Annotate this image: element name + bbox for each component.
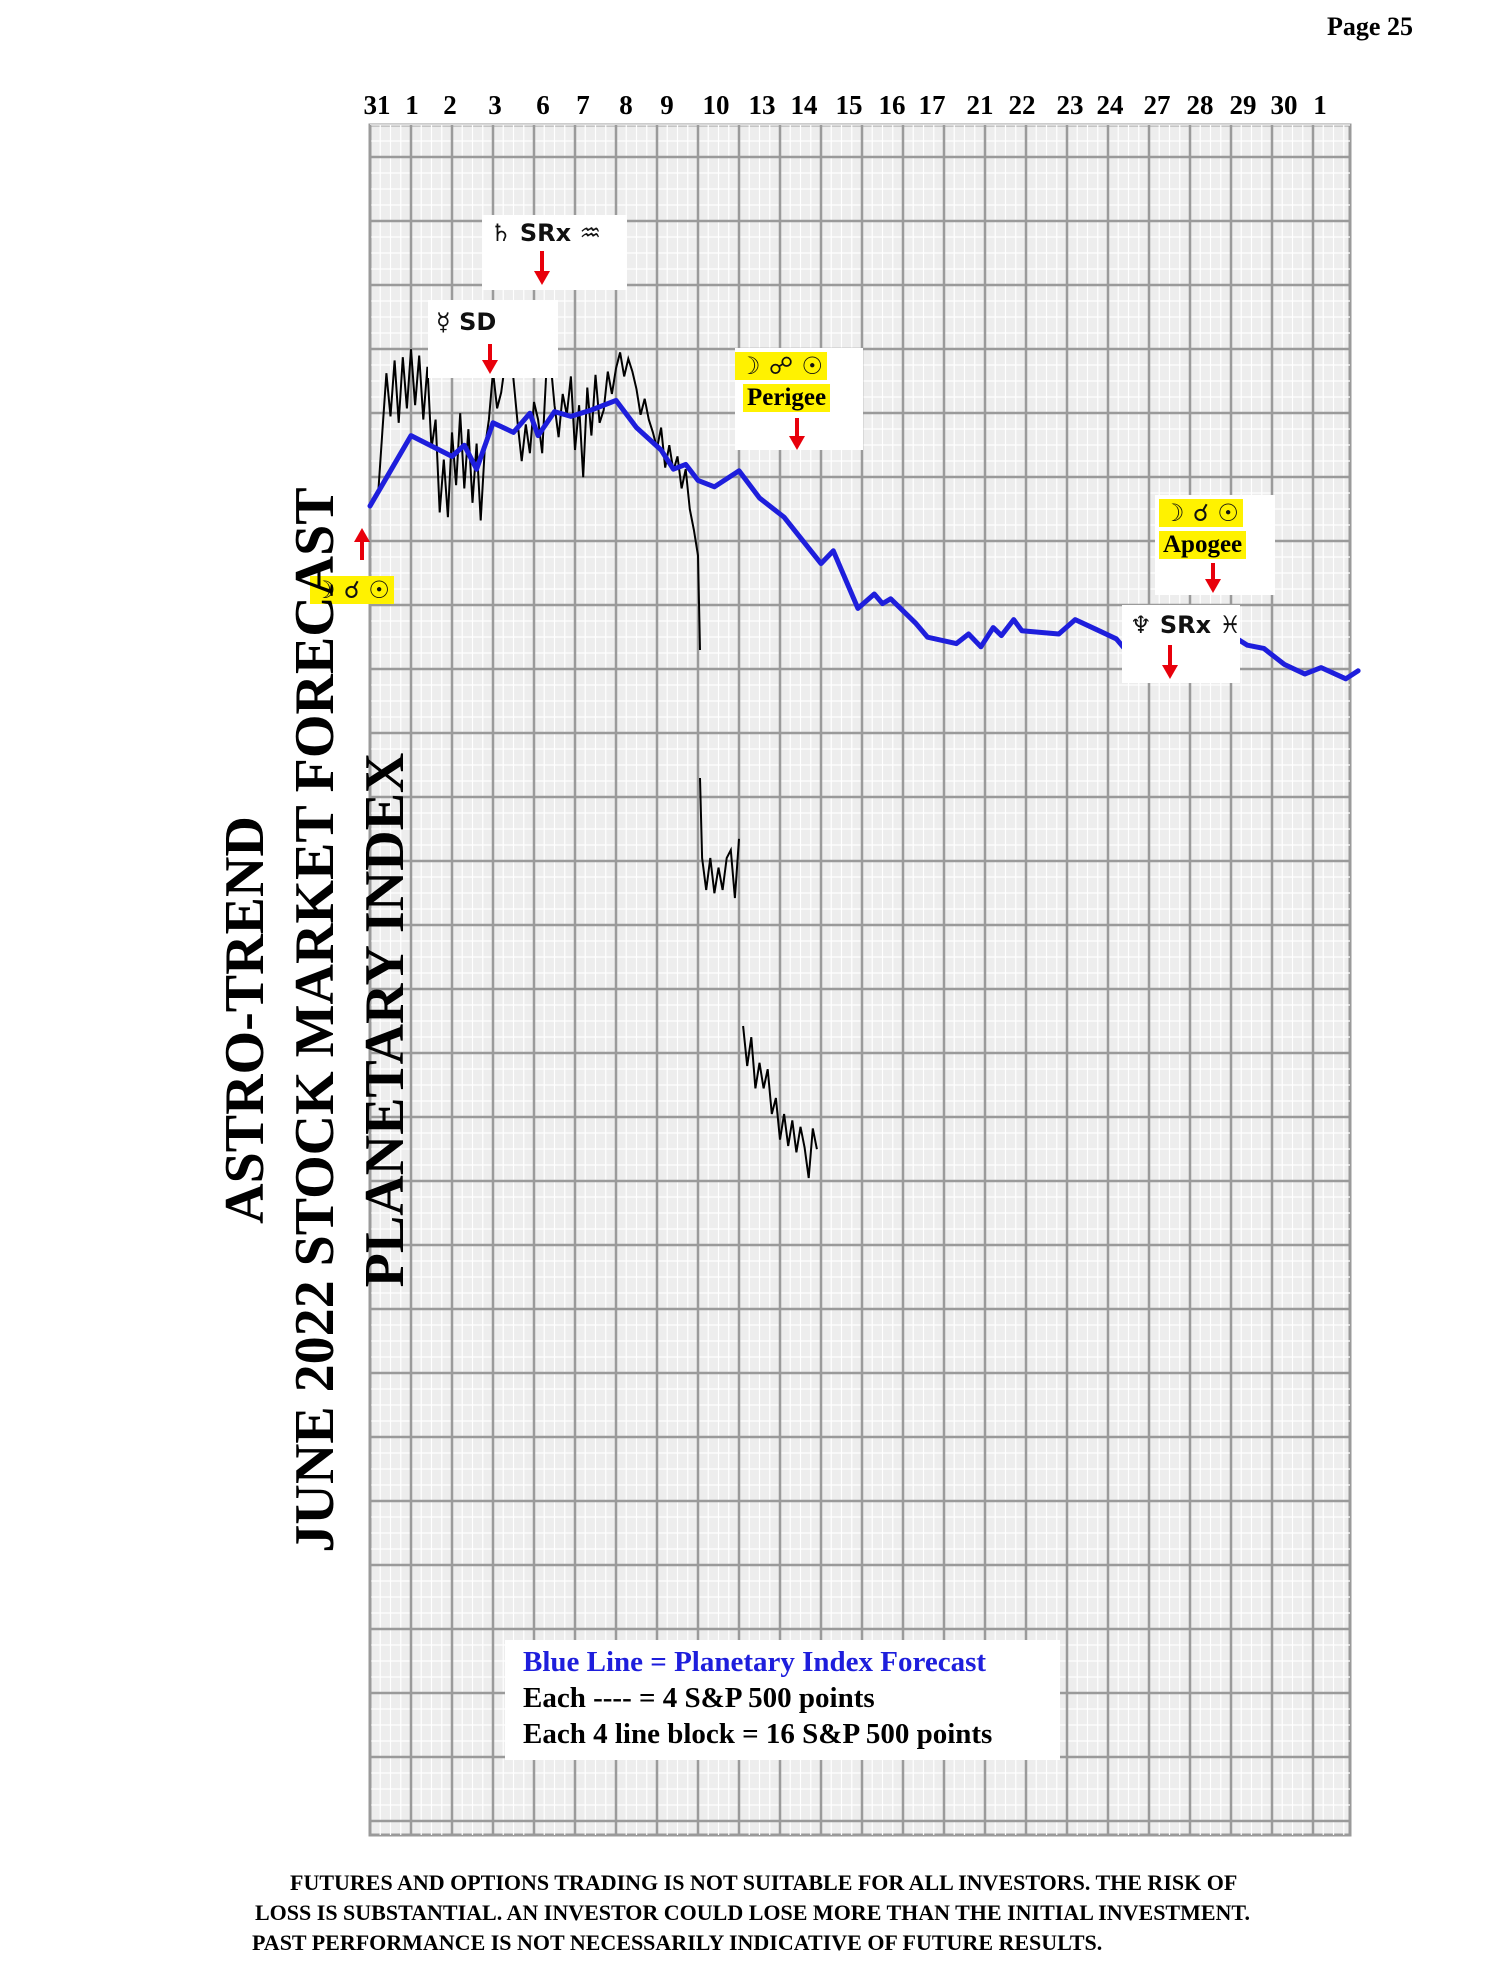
annotation-moon-conj-sun-apogee: ☽ ☌ ☉ Apogee [1155,495,1275,595]
x-tick-label: 24 [1097,90,1124,120]
x-tick-label: 30 [1271,90,1298,120]
disclaimer-line-2: LOSS IS SUBSTANTIAL. AN INVESTOR COULD L… [255,1900,1250,1925]
x-tick-label: 15 [836,90,863,120]
x-tick-label: 27 [1144,90,1171,120]
saturn-retrograde-symbols: ♄ SRx ♒ [490,219,601,247]
x-tick-label: 23 [1057,90,1084,120]
title-line-2: JUNE 2022 STOCK MARKET FORECAST [284,487,346,1553]
title-line-1: ASTRO-TREND [214,816,276,1224]
x-tick-label: 9 [660,90,674,120]
disclaimer-line-1: FUTURES AND OPTIONS TRADING IS NOT SUITA… [290,1870,1238,1895]
x-tick-labels: 31 1 2 3 6 7 8 9 10 13 14 15 16 17 21 22 23 24 27 28 29 30 1 [364,90,1327,120]
legend: Blue Line = Planetary Index Forecast Eac… [505,1640,1060,1760]
x-tick-label: 3 [488,90,502,120]
legend-block-scale: Each 4 line block = 16 S&P 500 points [523,1718,993,1750]
disclaimer: FUTURES AND OPTIONS TRADING IS NOT SUITA… [252,1868,1455,1958]
sp500-price-segment-2 [699,777,740,899]
moon-opp-sun-symbols: ☽ ☍ ☉ [735,352,828,380]
x-tick-label: 28 [1187,90,1214,120]
x-tick-label: 14 [791,90,818,120]
x-tick-label: 17 [919,90,946,120]
annotation-mercury-station: ☿ SD [428,300,558,378]
x-tick-label: 31 [364,90,391,120]
perigee-label: Perigee [743,384,831,412]
x-tick-label: 1 [405,90,419,120]
x-tick-label: 13 [749,90,776,120]
sp500-price-segment-3 [742,1025,818,1179]
disclaimer-line-3: PAST PERFORMANCE IS NOT NECESSARILY INDI… [252,1930,1103,1955]
x-tick-label: 22 [1009,90,1036,120]
x-tick-label: 16 [879,90,906,120]
annotation-moon-opp-sun-perigee: ☽ ☍ ☉ Perigee [735,348,863,450]
x-tick-label: 21 [967,90,994,120]
x-tick-label: 2 [443,90,457,120]
x-tick-label: 6 [536,90,550,120]
title-line-3: PLANETARY INDEX [354,752,416,1288]
annotation-neptune-retrograde: ♆ SRx ♓ [1122,605,1241,683]
page-number: Page 25 [1327,12,1413,41]
x-tick-label: 7 [576,90,590,120]
moon-conj-sun-symbols: ☽ ☌ ☉ [310,576,394,604]
annotation-moon-conj-sun-start: ☽ ☌ ☉ [310,528,420,608]
x-tick-label: 10 [703,90,730,120]
x-tick-label: 8 [619,90,633,120]
annotation-saturn-retrograde: ♄ SRx ♒ [482,215,627,290]
x-tick-label: 29 [1230,90,1257,120]
legend-forecast-line: Blue Line = Planetary Index Forecast [523,1646,987,1678]
apogee-label: Apogee [1159,531,1247,559]
moon-conj-sun-apogee-symbols: ☽ ☌ ☉ [1159,499,1243,527]
neptune-retrograde-symbols: ♆ SRx ♓ [1130,611,1241,639]
x-tick-label: 1 [1313,90,1327,120]
legend-line-scale: Each ---- = 4 S&P 500 points [523,1682,875,1714]
vertical-title: ASTRO-TREND JUNE 2022 STOCK MARKET FOREC… [210,487,420,1552]
mercury-station-symbols: ☿ SD [436,308,497,336]
